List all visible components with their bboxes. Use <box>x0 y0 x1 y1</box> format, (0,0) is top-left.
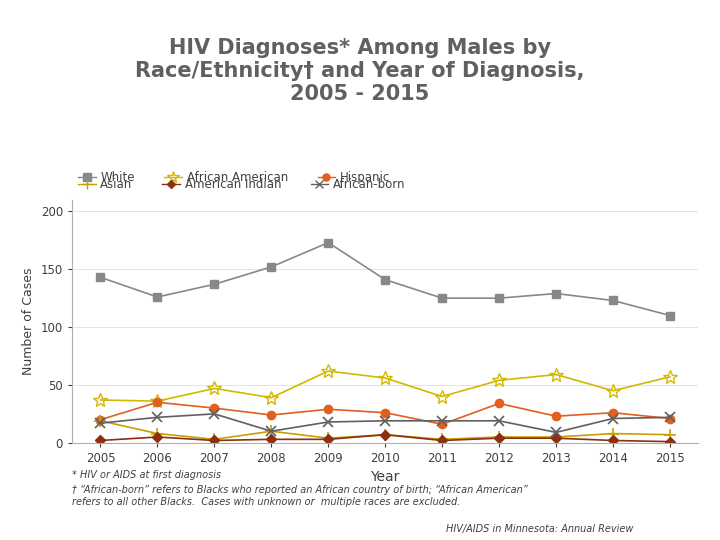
Text: * HIV or AIDS at first diagnosis: * HIV or AIDS at first diagnosis <box>72 470 221 480</box>
X-axis label: Year: Year <box>371 470 400 484</box>
Text: HIV/AIDS in Minnesota: Annual Review: HIV/AIDS in Minnesota: Annual Review <box>446 524 634 534</box>
Text: † “African-born” refers to Blacks who reported an African country of birth; “Afr: † “African-born” refers to Blacks who re… <box>72 485 528 507</box>
Y-axis label: Number of Cases: Number of Cases <box>22 267 35 375</box>
Legend: Asian, American Indian, African-born: Asian, American Indian, African-born <box>78 178 405 192</box>
Text: HIV Diagnoses* Among Males by
Race/Ethnicity† and Year of Diagnosis,
2005 - 2015: HIV Diagnoses* Among Males by Race/Ethni… <box>135 38 585 104</box>
